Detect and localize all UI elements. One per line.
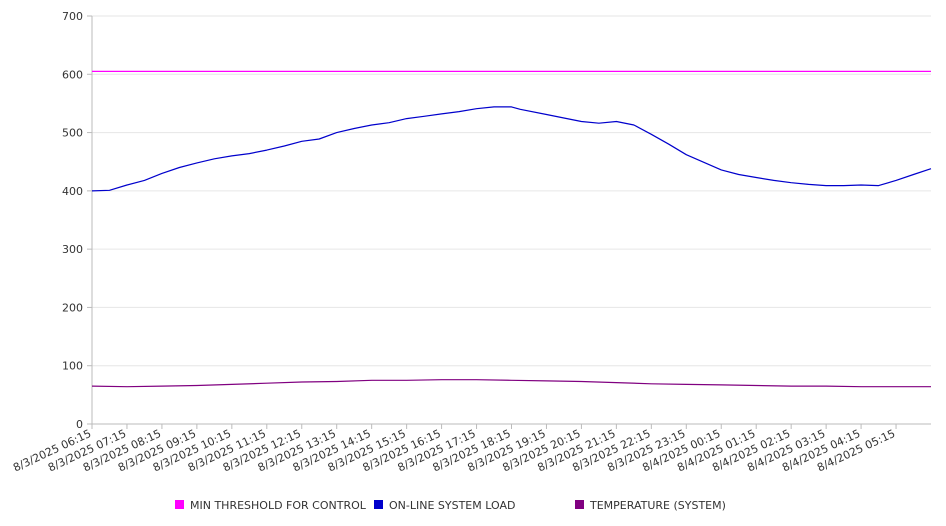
grid-lines [92,15,931,367]
series-lines [91,70,932,388]
y-tick-label: 500 [62,127,83,140]
series-line-3 [91,379,931,388]
legend-swatch [175,500,184,509]
y-tick-label: 300 [62,243,83,256]
legend-swatch [374,500,383,509]
series-line-2 [91,106,932,192]
legend-label: MIN THRESHOLD FOR CONTROL [190,499,367,512]
y-tick-label: 600 [62,68,83,81]
legend: MIN THRESHOLD FOR CONTROL ON-LINE SYSTEM … [175,499,726,512]
y-tick-label: 100 [62,360,83,373]
y-tick-label: 700 [62,10,83,23]
x-axis-ticks: 8/3/2025 06:158/3/2025 07:158/3/2025 08:… [11,424,897,474]
y-tick-label: 400 [62,185,83,198]
y-axis-ticks: 0 100 200 300 400 500 600 700 [62,10,92,431]
y-tick-label: 200 [62,301,83,314]
legend-label: TEMPERATURE (SYSTEM) [589,499,726,512]
legend-label: ON-LINE SYSTEM LOAD [389,499,515,512]
legend-swatch [575,500,584,509]
y-tick-label: 0 [76,418,83,431]
